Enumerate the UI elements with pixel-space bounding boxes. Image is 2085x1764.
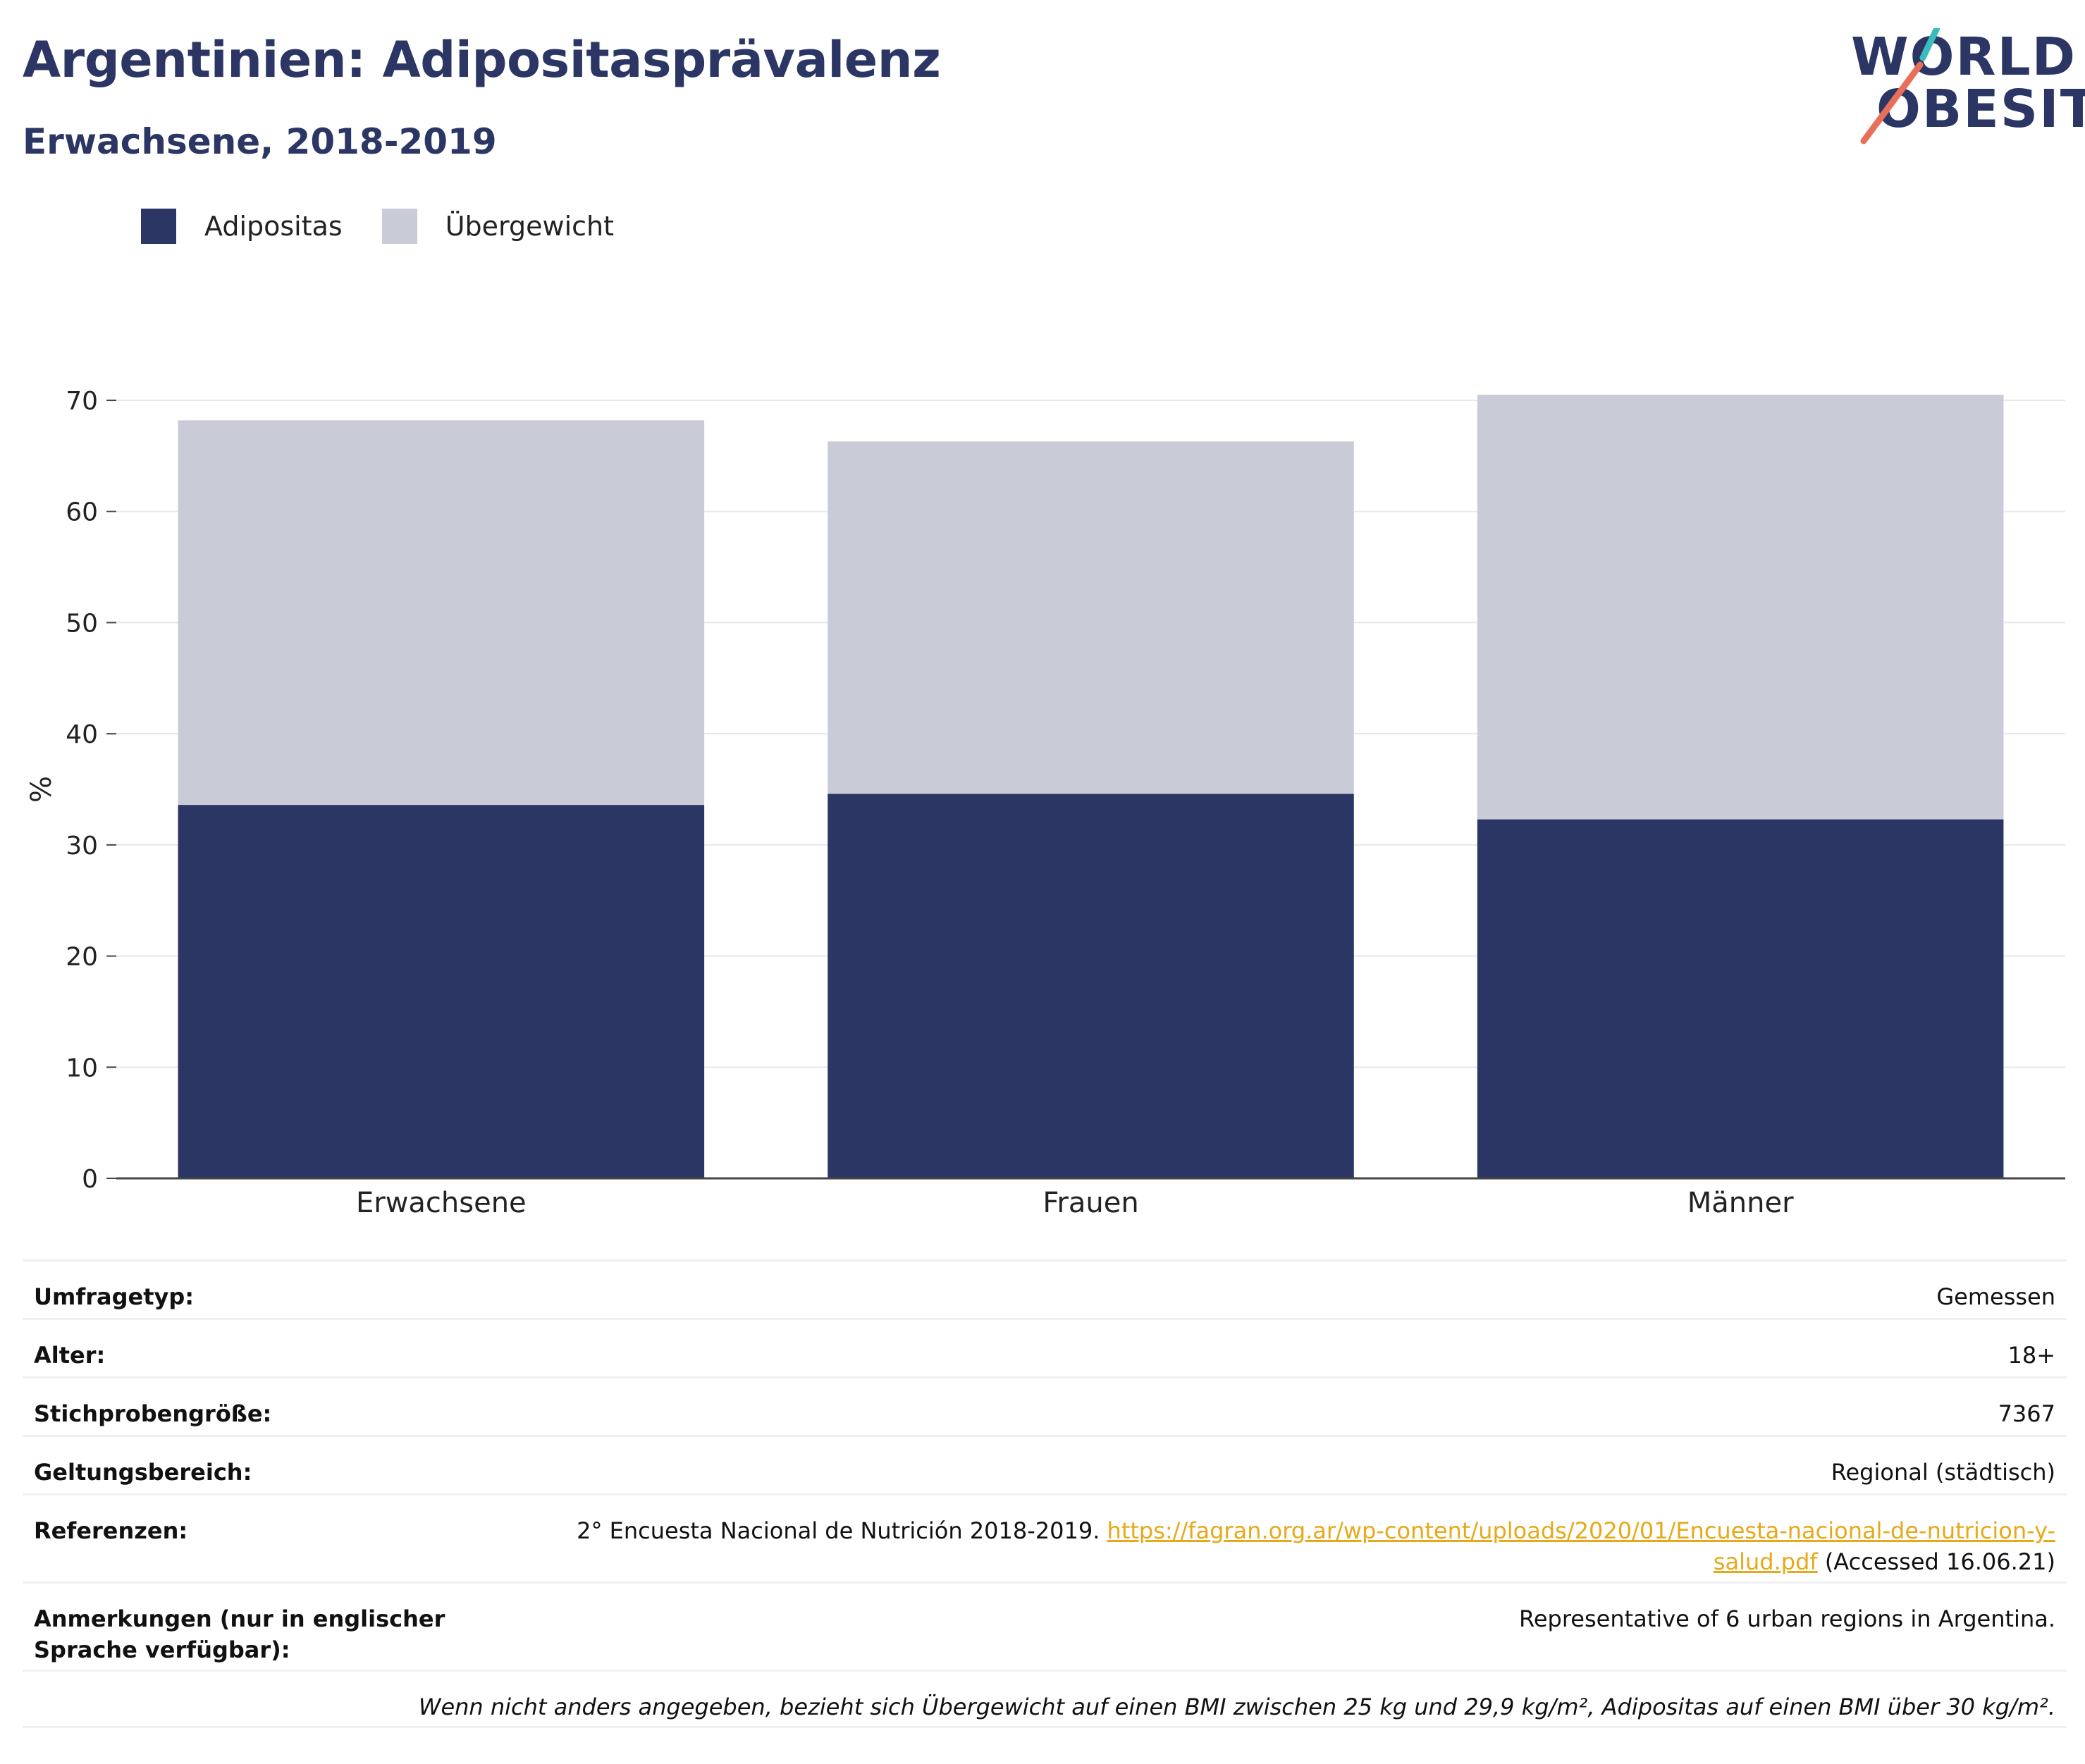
details-table: Umfragetyp: Gemessen Alter: 18+ Stichpro…	[23, 1259, 2067, 1728]
references-source: 2° Encuesta Nacional de Nutrición 2018-2…	[577, 1517, 1107, 1544]
detail-value: 18+	[2007, 1342, 2055, 1369]
detail-value: Gemessen	[1936, 1283, 2055, 1310]
y-tick-label: 70	[66, 387, 98, 416]
references-link-continued[interactable]: salud.pdf	[1713, 1548, 1818, 1575]
logo-line-1: WORLD	[1851, 27, 2077, 87]
legend: Adipositas Übergewicht	[141, 209, 653, 244]
detail-label: Anmerkungen (nur in englischer Sprache v…	[34, 1605, 445, 1663]
detail-row-survey-type: Umfragetyp: Gemessen	[23, 1259, 2067, 1318]
detail-label: Stichprobengröße:	[34, 1400, 272, 1427]
page-subtitle: Erwachsene, 2018-2019	[23, 121, 497, 162]
world-obesity-logo: WORLD OBESITY	[1833, 28, 2085, 152]
legend-swatch-adipositas	[141, 209, 176, 244]
detail-label: Geltungsbereich:	[34, 1459, 252, 1486]
y-tick-label: 10	[66, 1054, 98, 1083]
y-tick-label: 50	[66, 609, 98, 638]
y-tick-label: 30	[66, 832, 98, 861]
references-text: 2° Encuesta Nacional de Nutrición 2018-2…	[541, 1515, 2055, 1577]
bar-uebergewicht-frauen	[828, 441, 1354, 794]
bar-uebergewicht-männer	[1477, 395, 2004, 820]
legend-swatch-uebergewicht	[381, 209, 417, 244]
detail-label: Referenzen:	[34, 1517, 188, 1544]
bar-adipositas-erwachsene	[178, 805, 705, 1178]
logo-slash-icon	[1860, 28, 1941, 144]
detail-value: Representative of 6 urban regions in Arg…	[1519, 1605, 2055, 1632]
bar-uebergewicht-erwachsene	[178, 420, 705, 806]
footnote-row: Wenn nicht anders angegeben, bezieht sic…	[23, 1670, 2067, 1728]
y-axis-label: %	[25, 776, 58, 803]
detail-value: 7367	[1998, 1400, 2055, 1427]
detail-label: Alter:	[34, 1342, 106, 1369]
x-tick-label: Erwachsene	[356, 1187, 527, 1219]
legend-label-uebergewicht: Übergewicht	[445, 211, 614, 242]
bar-adipositas-frauen	[828, 794, 1354, 1178]
detail-value: Regional (städtisch)	[1831, 1459, 2055, 1486]
references-accessed: (Accessed 16.06.21)	[1817, 1548, 2055, 1575]
x-tick-label: Frauen	[1042, 1187, 1138, 1219]
detail-row-scope: Geltungsbereich: Regional (städtisch)	[23, 1435, 2067, 1493]
y-tick-label: 40	[66, 720, 98, 749]
legend-item-adipositas: Adipositas	[141, 209, 343, 244]
legend-label-adipositas: Adipositas	[204, 211, 343, 242]
x-tick-label: Männer	[1687, 1187, 1794, 1219]
bar-adipositas-männer	[1477, 819, 2004, 1178]
y-tick-label: 0	[82, 1165, 98, 1194]
legend-item-uebergewicht: Übergewicht	[381, 209, 614, 244]
detail-label: Umfragetyp:	[34, 1283, 195, 1310]
page-title: Argentinien: Adipositasprävalenz	[23, 31, 941, 89]
detail-row-references: Referenzen: 2° Encuesta Nacional de Nutr…	[23, 1493, 2067, 1581]
footnote: Wenn nicht anders angegeben, bezieht sic…	[418, 1694, 2055, 1720]
y-tick-label: 60	[66, 498, 98, 527]
detail-row-sample-size: Stichprobengröße: 7367	[23, 1376, 2067, 1435]
references-link[interactable]: https://fagran.org.ar/wp-content/uploads…	[1107, 1517, 2055, 1544]
y-tick-label: 20	[66, 943, 98, 972]
logo-line-2: OBESITY	[1876, 79, 2085, 140]
detail-row-age: Alter: 18+	[23, 1318, 2067, 1376]
stacked-bar-chart: 0 10 20 30 40 50 60 70% Erwachsene Frauen Männer	[25, 387, 2065, 1219]
detail-row-notes: Anmerkungen (nur in englischer Sprache v…	[23, 1581, 2067, 1670]
